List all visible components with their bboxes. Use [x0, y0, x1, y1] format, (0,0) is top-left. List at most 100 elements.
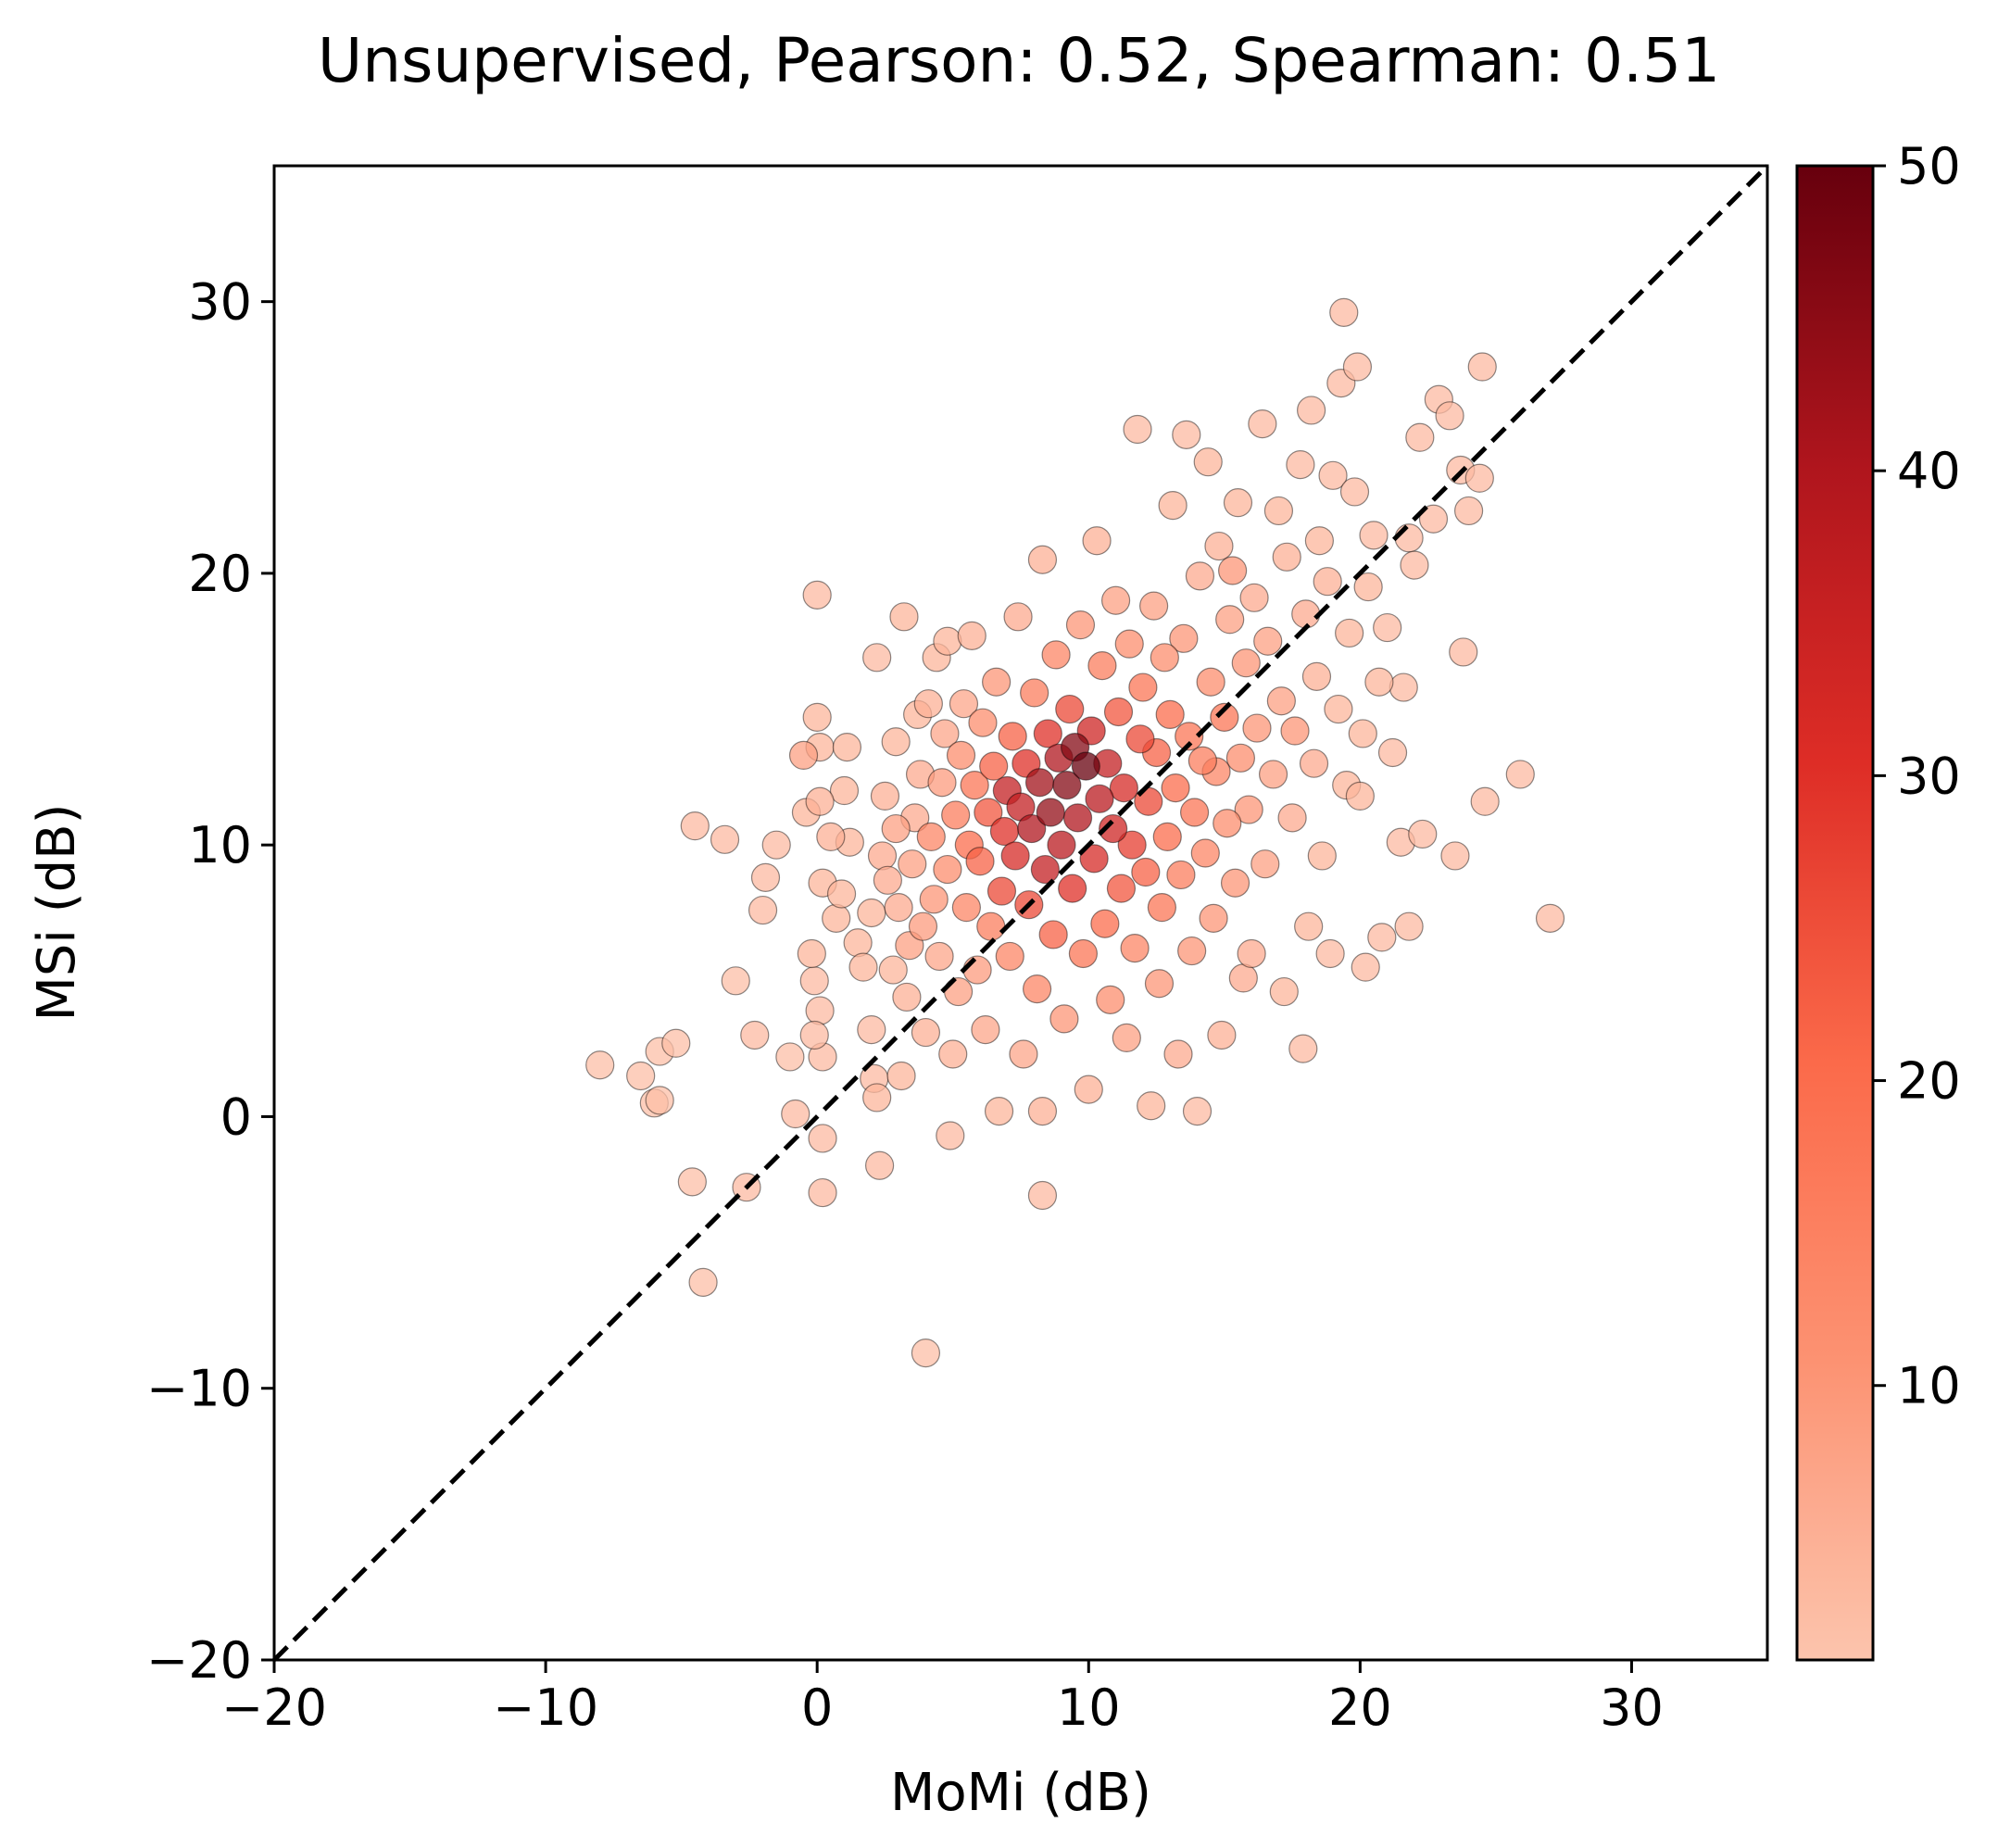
scatter-point	[898, 849, 927, 879]
scatter-point	[1196, 667, 1225, 697]
scatter-point	[1027, 1180, 1058, 1211]
scatter-point	[1234, 795, 1263, 824]
scatter-point	[1128, 673, 1158, 702]
scatter-point	[1185, 561, 1215, 591]
scatter-point	[873, 865, 902, 895]
scatter-point	[1291, 599, 1321, 629]
scatter-point	[1348, 719, 1377, 748]
y-axis: −20 −10 0 10 20 30	[146, 273, 274, 1690]
scatter-point	[832, 733, 862, 762]
scatter-point	[1047, 830, 1076, 860]
scatter-point	[1187, 746, 1217, 775]
y-tick-label: 10	[188, 816, 252, 874]
scatter-point	[1175, 722, 1204, 751]
scatter-point	[949, 689, 979, 719]
scatter-point	[1071, 751, 1100, 781]
colorbar-tick-label: 30	[1897, 747, 1961, 805]
scatter-point	[1100, 585, 1131, 615]
scatter-point	[911, 1339, 941, 1368]
scatter-point	[857, 1015, 886, 1045]
scatter-point	[974, 798, 1003, 827]
colorbar: 10 20 30 40 50	[1795, 137, 1961, 1662]
scatter-point	[1389, 673, 1418, 702]
scatter-point	[1172, 420, 1201, 449]
scatter-point	[957, 621, 986, 650]
scatter-point	[1535, 903, 1565, 933]
scatter-point	[1152, 822, 1182, 851]
scatter-point	[1150, 643, 1179, 673]
scatter-point	[1297, 396, 1326, 425]
scatter-point	[1193, 447, 1223, 477]
scatter-point	[761, 830, 791, 860]
scatter-point	[1313, 567, 1342, 597]
scatter-point	[889, 602, 919, 632]
scatter-point	[1449, 637, 1478, 667]
y-tick-label: −20	[146, 1631, 252, 1690]
y-tick-label: 30	[188, 273, 252, 332]
scatter-point	[1505, 760, 1535, 789]
scatter-point	[1112, 1023, 1141, 1053]
scatter-point	[1103, 697, 1134, 727]
scatter-point	[989, 816, 1020, 847]
scatter-point	[808, 1177, 837, 1208]
scatter-point	[645, 1086, 674, 1115]
scatter-point	[1286, 450, 1315, 480]
x-tick-label: 0	[801, 1678, 833, 1737]
scatter-point	[1299, 748, 1329, 778]
scatter-point	[816, 822, 846, 851]
scatter-point	[1339, 477, 1370, 507]
scatter-point	[688, 1267, 718, 1297]
x-tick-label: 30	[1600, 1678, 1664, 1737]
scatter-point	[1017, 813, 1047, 844]
scatter-point	[1258, 760, 1288, 789]
colorbar-tick-label: 20	[1897, 1052, 1961, 1111]
scatter-point	[886, 1061, 916, 1091]
scatter-point	[938, 1039, 968, 1069]
scatter-point	[1269, 976, 1299, 1007]
scatter-point	[799, 1020, 829, 1050]
scatter-point	[677, 1167, 707, 1197]
scatter-point	[1223, 488, 1253, 518]
colorbar-tick-label: 40	[1897, 442, 1961, 500]
scatter-point	[1074, 1075, 1103, 1104]
scatter-point	[1161, 773, 1190, 803]
scatter-point	[1242, 713, 1272, 743]
scatter-point	[1049, 1004, 1079, 1034]
scatter-point	[936, 1121, 965, 1150]
scatter-point	[1364, 667, 1394, 697]
scatter-point	[1139, 591, 1169, 621]
scatter-point	[1345, 781, 1375, 811]
scatter-point	[805, 786, 835, 816]
scatter-point	[1353, 572, 1383, 602]
scatter-point	[1106, 874, 1137, 903]
x-tick-label: −10	[493, 1678, 598, 1737]
scatter-point	[1085, 784, 1114, 813]
scatter-point	[984, 1096, 1014, 1126]
scatter-point	[1131, 857, 1161, 887]
scatter-point	[864, 1150, 895, 1180]
scatter-point	[788, 740, 819, 771]
scatter-point	[1120, 934, 1150, 963]
scatter-point	[1179, 798, 1210, 827]
scatter-point	[1464, 463, 1494, 493]
scatter-point	[843, 928, 873, 958]
scatter-point	[933, 626, 962, 656]
scatter-point	[1062, 803, 1093, 833]
chart-title: Unsupervised, Pearson: 0.52, Spearman: 0…	[318, 25, 1720, 96]
scatter-point	[748, 895, 778, 925]
scatter-point	[1000, 841, 1030, 871]
scatter-point	[750, 862, 781, 892]
scatter-point	[1022, 974, 1052, 1004]
scatter-point	[1218, 556, 1248, 585]
scatter-point	[805, 996, 835, 1025]
scatter-point	[1036, 798, 1065, 827]
scatter-point	[1020, 678, 1049, 708]
scatter-point	[1030, 854, 1060, 885]
scatter-point	[1239, 583, 1269, 612]
scatter-point	[1065, 610, 1096, 640]
scatter-point	[965, 847, 995, 876]
scatter-point	[781, 1099, 811, 1129]
scatter-point	[1277, 803, 1307, 833]
x-tick-label: 20	[1328, 1678, 1392, 1737]
scatter-point	[1182, 1096, 1213, 1126]
